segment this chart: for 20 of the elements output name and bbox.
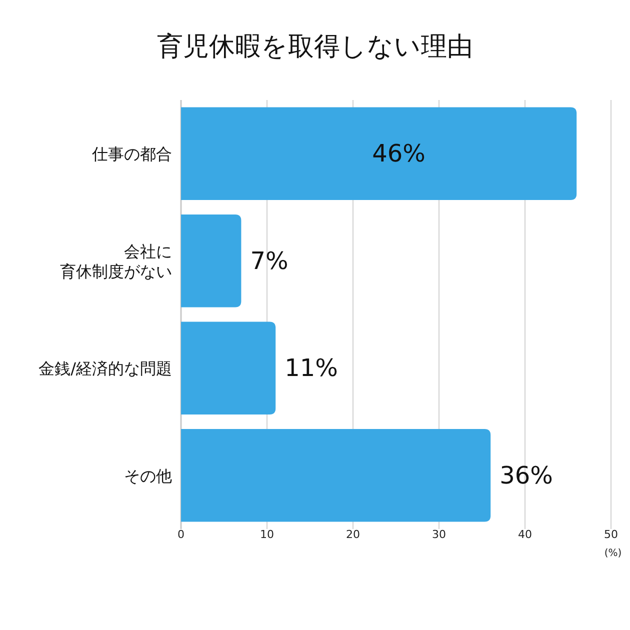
bar: [181, 322, 276, 415]
data-label: 46%: [372, 140, 426, 168]
data-label: 11%: [284, 354, 338, 382]
chart-title: 育児休暇を取得しない理由: [157, 32, 473, 62]
x-tick-label: 10: [260, 528, 274, 541]
x-tick-label: 30: [432, 528, 446, 541]
x-tick-label: 0: [178, 528, 184, 541]
data-label: 7%: [250, 246, 288, 275]
x-tick-label: 50: [604, 528, 618, 541]
y-tick-label: 会社に育休制度がない: [60, 242, 172, 281]
y-tick-label: その他: [124, 466, 172, 486]
x-tick-label: 40: [518, 528, 532, 541]
bar: [181, 428, 491, 522]
bar: [181, 107, 577, 200]
x-tick-label: 20: [346, 528, 360, 541]
data-label: 36%: [500, 461, 553, 490]
y-tick-label: 金銭/経済的な問題: [38, 359, 172, 378]
bar: [181, 214, 242, 308]
y-tick-label: 仕事の都合: [91, 144, 172, 164]
x-axis-title: (%): [604, 548, 622, 559]
